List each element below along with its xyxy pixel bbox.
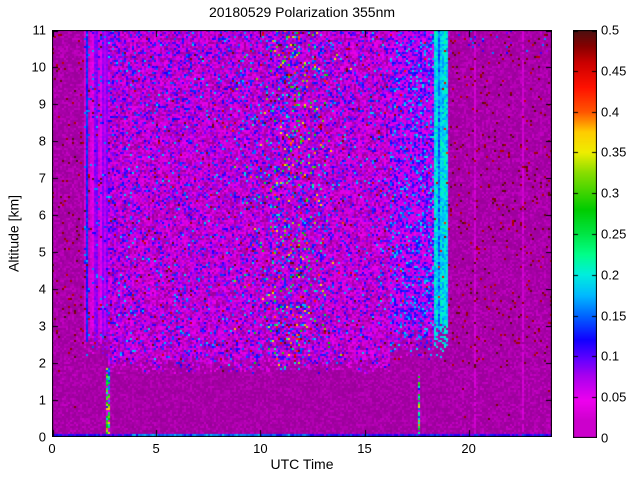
y-tick-label: 11 [32, 22, 47, 38]
heatmap-plot-area[interactable] [52, 30, 552, 437]
x-tick-label: 5 [152, 441, 160, 456]
colorbar-tick-label: 0 [601, 430, 609, 446]
x-tick-label: 0 [48, 441, 56, 456]
x-tick-label: 10 [253, 441, 268, 456]
x-axis-label: UTC Time [270, 456, 334, 472]
y-axis-label: Altitude [km] [5, 194, 22, 273]
colorbar-tick-label: 0.4 [601, 104, 620, 120]
y-tick-label: 7 [38, 170, 46, 186]
colorbar-tick-label: 0.15 [601, 308, 627, 324]
colorbar-tick-label: 0.1 [601, 348, 620, 364]
y-tick-label: 5 [38, 244, 46, 260]
colorbar-tick-label: 0.2 [601, 267, 620, 283]
x-tick-label: 20 [461, 441, 476, 456]
colorbar [573, 30, 597, 438]
colorbar-tick-label: 0.35 [601, 144, 627, 160]
y-tick-label: 3 [38, 318, 46, 334]
y-tick-label: 6 [38, 207, 46, 223]
y-tick-label: 9 [38, 96, 46, 112]
colorbar-tick-label: 0.5 [601, 22, 620, 38]
y-tick-label: 4 [38, 281, 46, 297]
y-tick-label: 0 [38, 429, 46, 445]
y-tick-label: 2 [38, 355, 46, 371]
colorbar-tick-label: 0.45 [601, 63, 627, 79]
colorbar-tick-label: 0.3 [601, 185, 620, 201]
chart-title: 20180529 Polarization 355nm [208, 4, 396, 20]
y-tick-label: 10 [31, 59, 46, 75]
colorbar-tick-label: 0.05 [601, 389, 627, 405]
x-tick-label: 15 [357, 441, 372, 456]
y-tick-label: 1 [38, 392, 46, 408]
colorbar-tick-label: 0.25 [601, 226, 627, 242]
y-tick-label: 8 [38, 133, 46, 149]
